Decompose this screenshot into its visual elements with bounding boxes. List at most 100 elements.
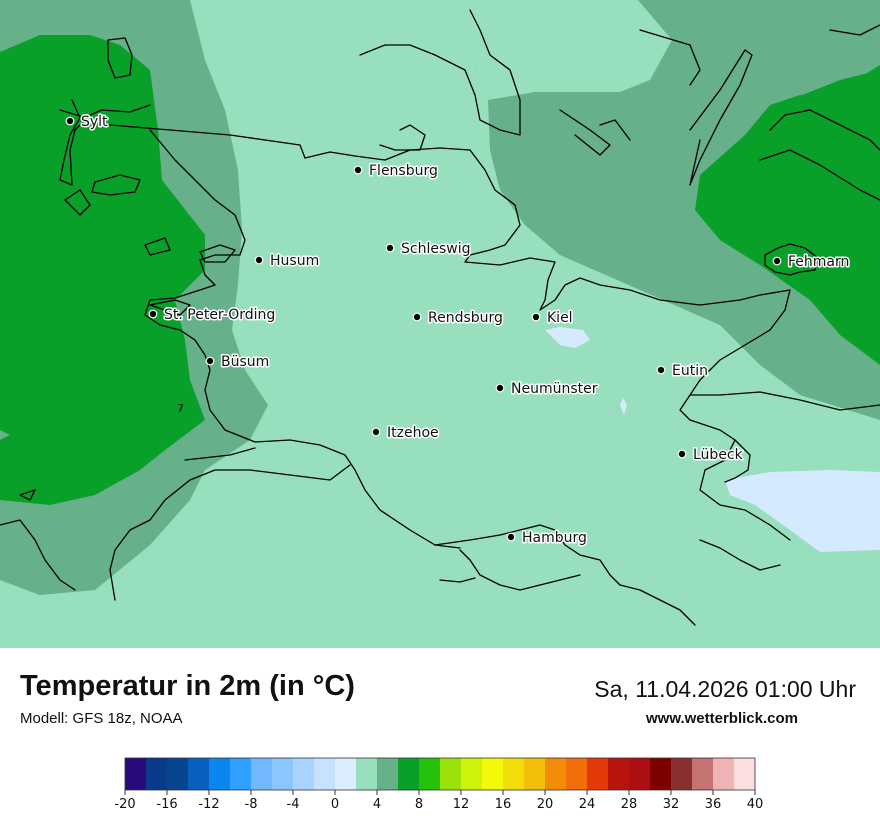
legend-swatch — [503, 758, 525, 790]
legend-swatch — [566, 758, 588, 790]
city-dot — [353, 165, 363, 175]
legend-swatch — [545, 758, 567, 790]
legend-swatch — [188, 758, 210, 790]
city-hamburg: Hamburg — [506, 529, 588, 548]
city-rendsburg: Rendsburg — [412, 309, 504, 328]
legend-tick-label: -20 — [114, 797, 135, 812]
city-itzehoe: Itzehoe — [371, 424, 440, 443]
city-label: Büsum — [221, 354, 269, 370]
footer — [0, 648, 880, 830]
legend-swatch — [146, 758, 168, 790]
city-neum-nster: Neumünster — [495, 380, 599, 399]
contour-label: 7 — [177, 402, 184, 415]
legend-swatch — [692, 758, 714, 790]
city-label: Sylt — [81, 114, 108, 130]
legend-tick-label: 40 — [747, 797, 764, 812]
city-husum: Husum — [254, 252, 321, 271]
city-b-sum: Büsum — [205, 353, 271, 372]
legend-tick-label: -12 — [198, 797, 219, 812]
city-dot — [385, 243, 395, 253]
legend-swatch — [272, 758, 294, 790]
legend-tick-label: 16 — [495, 797, 512, 812]
city-l-beck: Lübeck — [677, 446, 745, 465]
city-dot — [495, 383, 505, 393]
temp-band-2-4-small — [620, 398, 627, 415]
city-eutin: Eutin — [656, 362, 709, 381]
city-fehmarn: Fehmarn — [772, 253, 851, 272]
legend-swatch — [524, 758, 546, 790]
legend-swatch — [209, 758, 231, 790]
city-label: Husum — [270, 253, 319, 269]
legend-swatch — [713, 758, 735, 790]
city-dot — [371, 427, 381, 437]
legend-swatch — [398, 758, 420, 790]
legend-swatch — [356, 758, 378, 790]
city-flensburg: Flensburg — [353, 162, 439, 181]
city-label: Rendsburg — [428, 310, 503, 326]
city-schleswig: Schleswig — [385, 240, 472, 259]
legend-swatch — [587, 758, 609, 790]
city-label: Fehmarn — [788, 254, 849, 270]
legend-swatch — [314, 758, 336, 790]
legend-tick-label: 28 — [621, 797, 638, 812]
legend-swatch — [440, 758, 462, 790]
coastlines — [0, 9, 880, 626]
legend-swatch — [293, 758, 315, 790]
legend-tick-label: 32 — [663, 797, 680, 812]
color-legend: -20 -16 -12 -8 -4 0 4 8 12 16 20 24 28 32 36 40 — [114, 757, 764, 812]
temp-band-4-6-north — [410, 0, 672, 100]
temperature-map[interactable]: 7 Sylt Flensburg Schleswig Husum St. Peter-O… — [0, 0, 880, 648]
city-markers: Sylt Flensburg Schleswig Husum St. Peter-Ord… — [65, 113, 851, 548]
temp-band-2-4-kiel — [545, 327, 590, 348]
legend-swatch — [650, 758, 672, 790]
city-label: Schleswig — [401, 241, 470, 257]
legend-swatch — [482, 758, 504, 790]
city-label: Eutin — [672, 363, 708, 379]
legend-tick-label: 20 — [537, 797, 554, 812]
city-label: Flensburg — [369, 163, 438, 179]
legend-border — [124, 757, 756, 791]
legend-tick-label: -4 — [287, 797, 300, 812]
website-link[interactable]: www.wetterblick.com — [646, 710, 798, 727]
city-label: St. Peter-Ording — [164, 307, 275, 323]
city-dot — [531, 312, 541, 322]
legend-swatch — [671, 758, 693, 790]
city-st-peter-ording: St. Peter-Ording — [148, 306, 277, 325]
legend-swatch — [377, 758, 399, 790]
legend-tick-label: 0 — [331, 797, 339, 812]
temp-band-8-10-northeast-corner — [790, 70, 880, 130]
temp-band-8-10-west — [0, 35, 205, 505]
city-dot — [677, 449, 687, 459]
city-dot — [656, 365, 666, 375]
temp-band-2-4-east — [725, 470, 880, 552]
temp-band-6-8-northeast — [410, 0, 880, 420]
legend-swatch — [335, 758, 357, 790]
legend-swatch — [608, 758, 630, 790]
legend-tick-label: 24 — [579, 797, 596, 812]
legend-tick-label: 4 — [373, 797, 381, 812]
legend-tick-label: 12 — [453, 797, 470, 812]
city-label: Hamburg — [522, 530, 587, 546]
city-dot — [65, 116, 75, 126]
model-info: Modell: GFS 18z, NOAA — [20, 710, 183, 727]
legend-swatch — [629, 758, 651, 790]
page-title: Temperatur in 2m (in °C) — [20, 670, 355, 702]
forecast-datetime: Sa, 11.04.2026 01:00 Uhr — [594, 676, 856, 702]
city-sylt: Sylt — [65, 113, 110, 132]
temp-band-8-10-east-fehmarn — [695, 65, 880, 365]
legend-tick-label: -16 — [156, 797, 177, 812]
legend-swatch — [125, 758, 147, 790]
city-dot — [772, 256, 782, 266]
city-label: Itzehoe — [387, 425, 439, 441]
city-dot — [412, 312, 422, 322]
city-dot — [506, 532, 516, 542]
legend-tick-label: 8 — [415, 797, 423, 812]
city-label: Neumünster — [511, 381, 598, 397]
city-dot — [148, 309, 158, 319]
city-dot — [254, 255, 264, 265]
legend-swatch — [734, 758, 756, 790]
city-label: Lübeck — [693, 447, 744, 463]
legend-tick-label: 36 — [705, 797, 722, 812]
legend-swatch — [419, 758, 441, 790]
city-label: Kiel — [547, 310, 573, 326]
